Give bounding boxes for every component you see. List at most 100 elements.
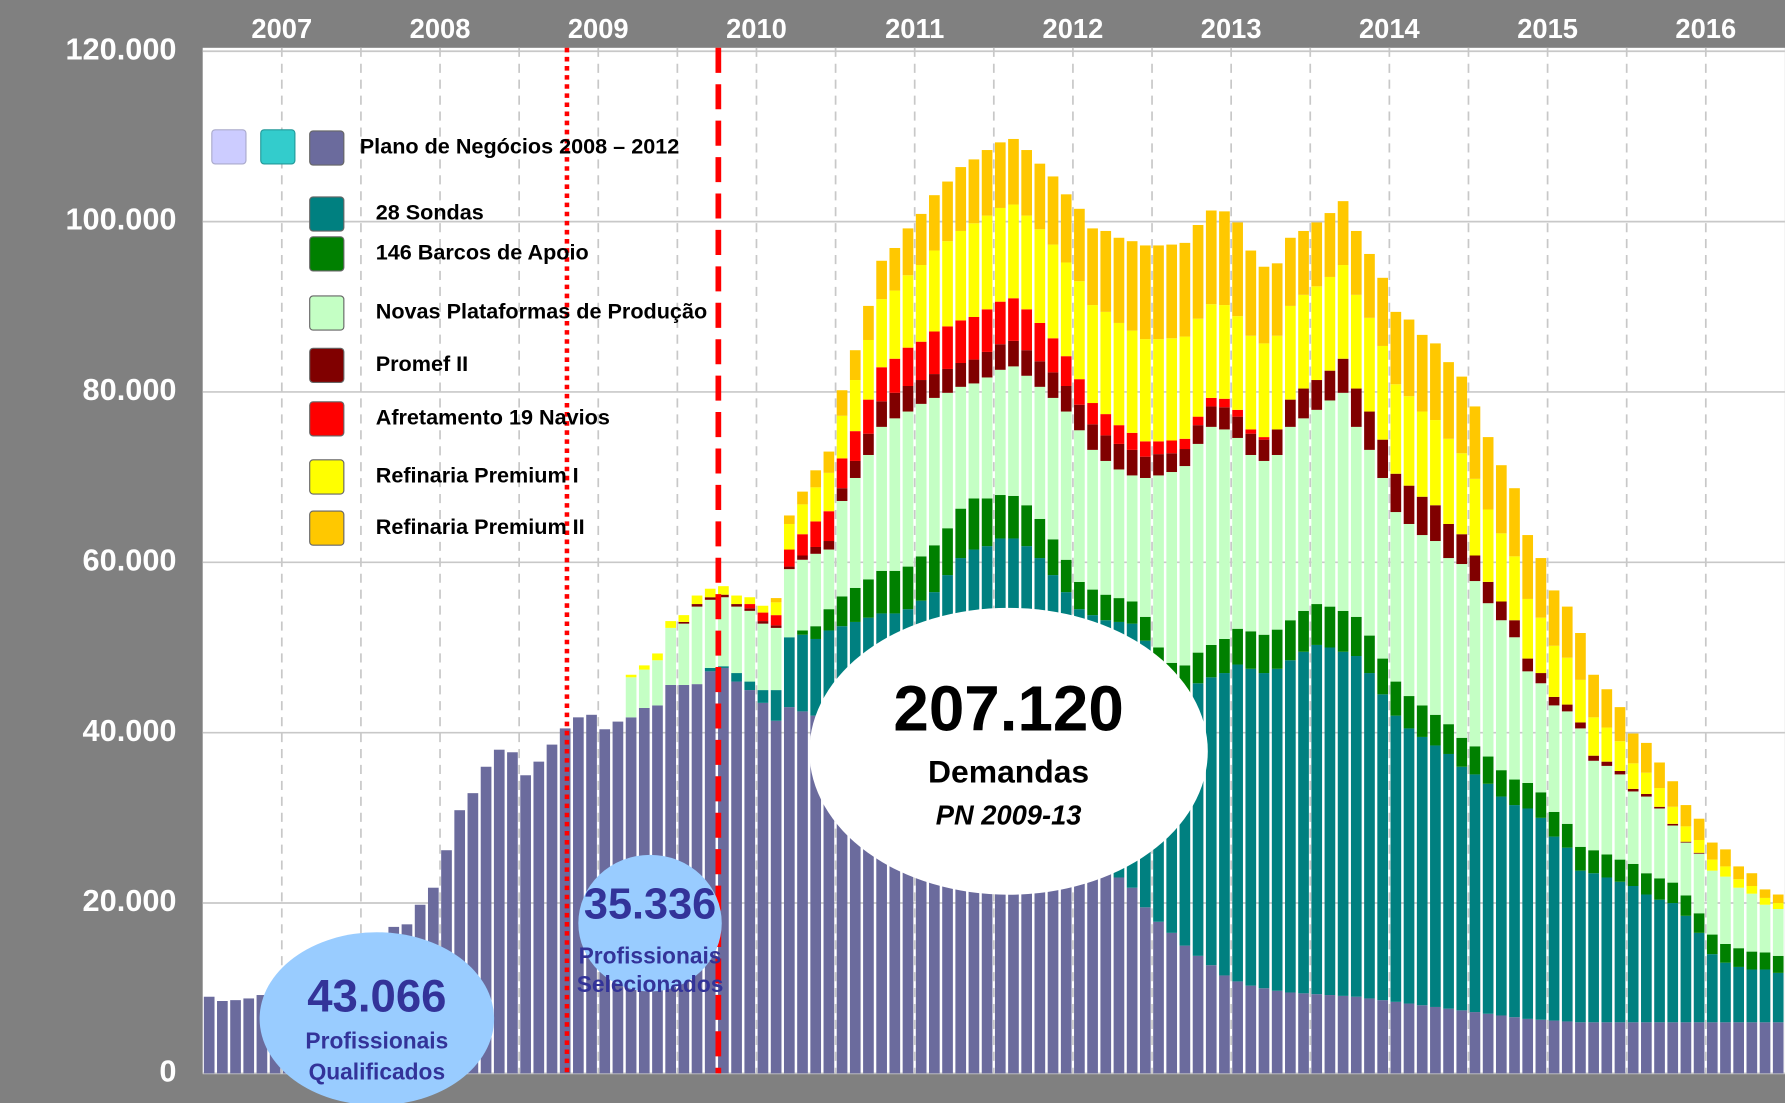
bar-segment (1416, 736, 1428, 1006)
bar-segment (744, 604, 756, 609)
bar-segment (1166, 244, 1178, 339)
bar-segment (1324, 995, 1336, 1074)
bar-segment (1298, 418, 1309, 611)
bar-segment (1456, 737, 1468, 767)
bar-segment (981, 498, 993, 547)
bar-segment (1680, 805, 1692, 827)
bar-segment (968, 383, 980, 499)
bar-segment (1575, 846, 1586, 871)
bar-segment (1535, 673, 1547, 684)
bar-segment (981, 215, 993, 310)
bar-segment (1153, 475, 1164, 648)
bar-segment (810, 626, 822, 639)
bar-segment (1126, 887, 1138, 1074)
bar-segment (1205, 210, 1217, 305)
bar-segment (1245, 433, 1257, 455)
bar-segment (1575, 722, 1586, 729)
bar-segment (1733, 966, 1744, 1023)
bar-segment (1364, 673, 1375, 999)
bar-segment (770, 598, 782, 603)
bar-segment (915, 783, 927, 1074)
bar-segment (757, 605, 769, 613)
bar-segment (810, 487, 822, 522)
bar-segment (955, 230, 967, 321)
bar-segment (942, 326, 953, 369)
legend-label: Refinaria Premium I (376, 463, 579, 488)
annotation-text: Qualificados (309, 1058, 446, 1084)
annotation-text: PN 2009-13 (936, 800, 1082, 831)
bar-segment (770, 720, 782, 1074)
bar-segment (849, 587, 861, 622)
bar-segment (1219, 398, 1230, 408)
bar-segment (797, 559, 808, 631)
bar-segment (1614, 859, 1626, 882)
bar-segment (849, 380, 861, 432)
bar-segment (1350, 616, 1362, 657)
bar-segment (625, 674, 637, 678)
bar-segment (1034, 322, 1046, 362)
bar-segment (1205, 677, 1217, 966)
bar-segment (1285, 399, 1296, 427)
bar-segment (1166, 440, 1178, 454)
bar-segment (902, 347, 914, 386)
bar-segment (1772, 894, 1784, 904)
bar-segment (203, 996, 215, 1074)
bar-segment (1416, 334, 1428, 412)
bar-segment (1654, 878, 1665, 900)
bar-segment (1469, 555, 1481, 582)
bar-segment (1324, 276, 1336, 371)
bar-segment (718, 597, 729, 667)
bar-segment (929, 195, 940, 251)
bar-segment (1746, 969, 1758, 1023)
bar-segment (1759, 889, 1771, 898)
bar-segment (1192, 443, 1204, 653)
bar-segment (1258, 266, 1270, 344)
bar-segment (915, 556, 927, 601)
bar-segment (968, 316, 980, 360)
bar-segment (1495, 1015, 1507, 1074)
y-tick-label: 40.000 (83, 713, 177, 748)
bar-segment (691, 595, 703, 605)
bar-segment (1337, 358, 1349, 393)
bar-segment (1179, 449, 1191, 467)
bar-segment (1298, 230, 1309, 295)
bar-segment (1680, 826, 1692, 842)
bar-segment (797, 711, 808, 1074)
bar-segment (1706, 870, 1718, 935)
bar-segment (1087, 860, 1098, 1074)
bar-segment (1495, 796, 1507, 1016)
bar-segment (1021, 834, 1032, 1074)
bar-segment (1377, 345, 1388, 440)
bar-segment (1720, 1022, 1731, 1074)
bar-segment (1469, 1012, 1481, 1074)
legend-swatch-decor (211, 129, 247, 165)
bar-segment (1430, 505, 1441, 542)
bar-segment (1482, 783, 1494, 1014)
bar-segment (1667, 806, 1679, 824)
bar-segment (1192, 652, 1204, 684)
bar-segment (1456, 534, 1468, 565)
bar-segment (1034, 361, 1046, 387)
bar-segment (1258, 634, 1270, 674)
bar-segment (1548, 811, 1560, 837)
bar-segment (520, 775, 531, 1074)
bar-segment (1561, 657, 1573, 705)
bar-segment (480, 766, 492, 1074)
legend-label: Afretamento 19 Navios (376, 405, 610, 430)
bar-segment (704, 597, 716, 600)
bar-segment (1469, 581, 1481, 747)
bar-segment (1522, 782, 1534, 809)
bar-segment (1746, 873, 1758, 887)
bar-segment (1403, 396, 1415, 486)
bar-segment (889, 358, 901, 393)
bar-segment (929, 250, 940, 332)
bar-segment (678, 623, 690, 685)
bar-segment (1614, 1022, 1626, 1074)
bar-segment (1258, 988, 1270, 1074)
bar-segment (994, 826, 1006, 1074)
legend-swatch (309, 459, 345, 495)
annotation-bubble (809, 607, 1208, 895)
bar-segment (1245, 631, 1257, 669)
bar-segment (1627, 733, 1639, 764)
annotation-title: 207.120 (893, 673, 1123, 745)
